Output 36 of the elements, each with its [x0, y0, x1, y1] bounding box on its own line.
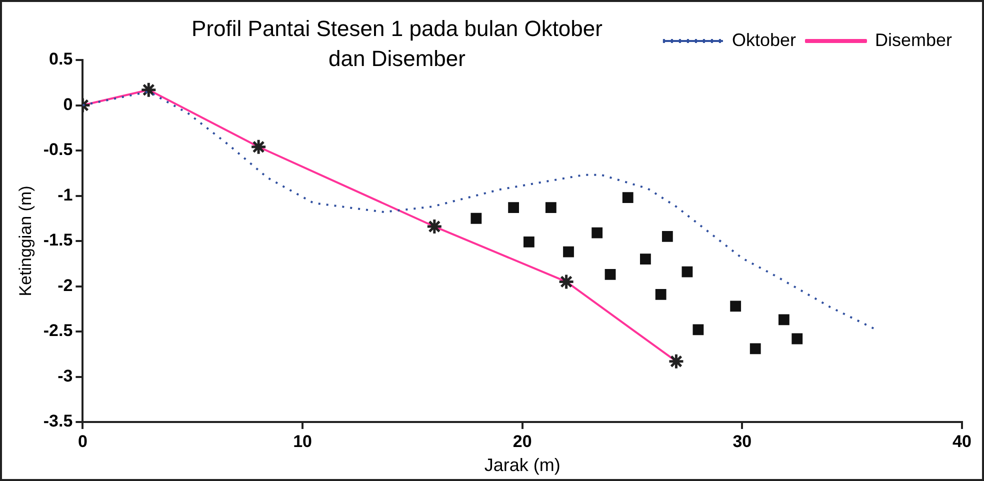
legend-label: Disember — [874, 30, 952, 50]
point — [792, 333, 803, 344]
y-tick-label: -3.5 — [43, 412, 73, 431]
point — [508, 202, 520, 213]
point — [682, 266, 693, 278]
point — [750, 343, 761, 354]
y-axis-title: Ketinggian (m) — [16, 186, 35, 296]
point — [622, 192, 634, 204]
y-tick-label: 0 — [63, 94, 73, 114]
x-tick-label: 30 — [732, 432, 752, 451]
x-tick-label: 10 — [293, 432, 312, 451]
point — [592, 227, 603, 238]
y-tick-label: -2.5 — [43, 321, 73, 340]
y-tick-label: -1.5 — [43, 230, 73, 250]
x-tick-label: 20 — [512, 432, 532, 451]
y-tick-label: -0.5 — [43, 140, 73, 160]
x-tick-label: 0 — [78, 432, 88, 451]
point — [692, 324, 704, 336]
point — [662, 231, 673, 242]
point — [640, 254, 651, 265]
legend-label: Oktober — [732, 30, 796, 50]
y-tick-label: -3 — [58, 366, 73, 386]
point — [604, 269, 616, 280]
y-tick-label: 0.5 — [49, 50, 73, 69]
point — [563, 246, 574, 258]
point — [655, 288, 666, 300]
x-axis-title: Jarak (m) — [484, 455, 560, 476]
x-tick-label: 40 — [952, 432, 972, 451]
point — [730, 300, 742, 312]
y-tick-label: -1 — [58, 185, 73, 204]
point — [545, 202, 556, 213]
chart-title: Profil Pantai Stesen 1 pada bulan Oktober dan Disember — [190, 15, 604, 73]
point — [523, 236, 534, 248]
point — [470, 212, 482, 224]
y-tick-label: -2 — [58, 276, 73, 295]
point — [778, 314, 790, 326]
